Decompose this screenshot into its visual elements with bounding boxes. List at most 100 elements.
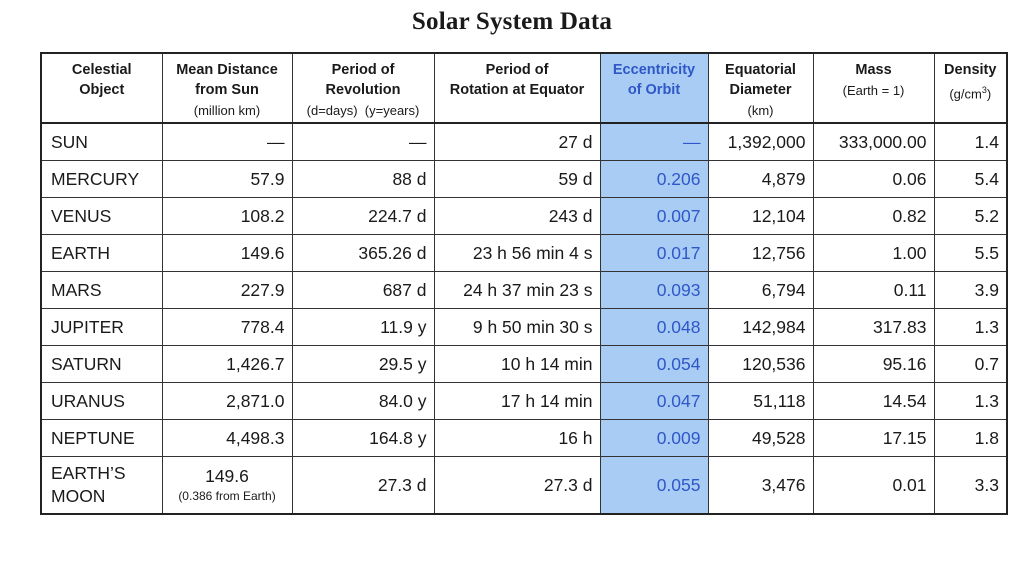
cell-mass: 317.83	[812, 308, 935, 346]
cell-diameter: 12,756	[707, 234, 814, 272]
cell-mass: 1.00	[812, 234, 935, 272]
cell-eccentricity: 0.007	[599, 197, 709, 235]
cell-name: URANUS	[40, 382, 163, 420]
cell-distance: 4,498.3	[161, 419, 293, 457]
header-row: Celestial Object Mean Distance from Sun …	[40, 52, 1008, 124]
cell-revolution: 365.26 d	[291, 234, 435, 272]
cell-diameter: 6,794	[707, 271, 814, 309]
cell-rotation: 16 h	[433, 419, 601, 457]
cell-distance: 108.2	[161, 197, 293, 235]
cell-revolution: 29.5 y	[291, 345, 435, 383]
cell-name: EARTH’S MOON	[40, 456, 163, 515]
header-celestial-object: Celestial Object	[40, 52, 163, 124]
cell-revolution: 687 d	[291, 271, 435, 309]
cell-name: NEPTUNE	[40, 419, 163, 457]
cell-density: 5.5	[933, 234, 1008, 272]
cell-eccentricity: 0.017	[599, 234, 709, 272]
cell-distance: —	[161, 122, 293, 161]
cell-mass: 0.01	[812, 456, 935, 515]
cell-revolution: 88 d	[291, 160, 435, 198]
cell-name: VENUS	[40, 197, 163, 235]
cell-density: 3.9	[933, 271, 1008, 309]
cell-name: MERCURY	[40, 160, 163, 198]
cell-eccentricity: 0.048	[599, 308, 709, 346]
header-period-of-rotation: Period of Rotation at Equator	[433, 52, 601, 124]
cell-rotation: 27 d	[433, 122, 601, 161]
cell-diameter: 49,528	[707, 419, 814, 457]
cell-diameter: 4,879	[707, 160, 814, 198]
table-row: VENUS 108.2 224.7 d 243 d 0.007 12,104 0.82 5.2	[40, 197, 1008, 235]
cell-eccentricity: 0.054	[599, 345, 709, 383]
cell-eccentricity: 0.047	[599, 382, 709, 420]
page-title: Solar System Data	[411, 8, 613, 35]
cell-name: JUPITER	[40, 308, 163, 346]
cell-rotation: 243 d	[433, 197, 601, 235]
cell-density: 0.7	[933, 345, 1008, 383]
header-mean-distance: Mean Distance from Sun (million km)	[161, 52, 293, 124]
cell-mass: 0.06	[812, 160, 935, 198]
cell-eccentricity: —	[599, 122, 709, 161]
cell-revolution: 27.3 d	[291, 456, 435, 515]
cell-mass: 95.16	[812, 345, 935, 383]
header-equatorial-diameter: Equatorial Diameter (km)	[707, 52, 814, 124]
table-row: SUN — —27 d —1,392,000 333,000.00 1.4	[40, 122, 1008, 161]
cell-density: 1.3	[933, 308, 1008, 346]
cell-density: 3.3	[933, 456, 1008, 515]
cell-distance: 778.4	[161, 308, 293, 346]
cell-rotation: 24 h 37 min 23 s	[433, 271, 601, 309]
cell-rotation: 9 h 50 min 30 s	[433, 308, 601, 346]
cell-density: 5.4	[933, 160, 1008, 198]
cell-distance: 2,871.0	[161, 382, 293, 420]
cell-revolution: —	[291, 122, 435, 161]
cell-distance: 1,426.7	[161, 345, 293, 383]
table-row-earths-moon: EARTH’S MOON 149.6 (0.386 from Earth) 27…	[40, 456, 1008, 515]
table-row: URANUS 2,871.0 84.0 y 17 h 14 min 0.047 51,11…	[40, 382, 1008, 420]
cell-diameter: 120,536	[707, 345, 814, 383]
cell-rotation: 17 h 14 min	[433, 382, 601, 420]
cell-distance: 149.6 (0.386 from Earth)	[161, 456, 293, 515]
cell-diameter: 3,476	[707, 456, 814, 515]
cell-rotation: 27.3 d	[433, 456, 601, 515]
cell-diameter: 12,104	[707, 197, 814, 235]
cell-eccentricity: 0.009	[599, 419, 709, 457]
cell-name: MARS	[40, 271, 163, 309]
cell-rotation: 23 h 56 min 4 s	[433, 234, 601, 272]
cell-mass: 0.11	[812, 271, 935, 309]
cell-diameter: 51,118	[707, 382, 814, 420]
cell-revolution: 84.0 y	[291, 382, 435, 420]
cell-eccentricity: 0.206	[599, 160, 709, 198]
cell-diameter: 1,392,000	[707, 122, 814, 161]
cell-eccentricity: 0.055	[599, 456, 709, 515]
cell-distance: 149.6	[161, 234, 293, 272]
cell-distance: 57.9	[161, 160, 293, 198]
cell-density: 1.4	[933, 122, 1008, 161]
cell-name: SUN	[40, 122, 163, 161]
cell-name: EARTH	[40, 234, 163, 272]
cell-density: 1.8	[933, 419, 1008, 457]
cell-revolution: 224.7 d	[291, 197, 435, 235]
header-eccentricity: Eccentricity of Orbit	[599, 52, 709, 124]
cell-mass: 0.82	[812, 197, 935, 235]
table-row: SATURN 1,426.7 29.5 y 10 h 14 min 0.054 120,5…	[40, 345, 1008, 383]
table-row: NEPTUNE 4,498.3 164.8 y 16 h 0.009 49,528 17.1…	[40, 419, 1008, 457]
cell-mass: 17.15	[812, 419, 935, 457]
cell-revolution: 11.9 y	[291, 308, 435, 346]
cell-density: 1.3	[933, 382, 1008, 420]
cell-eccentricity: 0.093	[599, 271, 709, 309]
header-mass: Mass (Earth = 1)	[812, 52, 935, 124]
header-density: Density (g/cm3)	[933, 52, 1008, 124]
table-row: EARTH 149.6 365.26 d 23 h 56 min 4 s 0.017 12…	[40, 234, 1008, 272]
cell-distance: 227.9	[161, 271, 293, 309]
cell-diameter: 142,984	[707, 308, 814, 346]
solar-system-table: Celestial Object Mean Distance from Sun …	[40, 52, 1008, 515]
cell-revolution: 164.8 y	[291, 419, 435, 457]
cell-mass: 333,000.00	[812, 122, 935, 161]
table-row: MERCURY 57.9 88 d 59 d 0.206 4,879 0.06 5.4	[40, 160, 1008, 198]
header-period-of-revolution: Period of Revolution (d=days) (y=years)	[291, 52, 435, 124]
cell-density: 5.2	[933, 197, 1008, 235]
table-row: MARS 227.9 687 d 24 h 37 min 23 s 0.093 6,794…	[40, 271, 1008, 309]
cell-name: SATURN	[40, 345, 163, 383]
cell-rotation: 59 d	[433, 160, 601, 198]
cell-rotation: 10 h 14 min	[433, 345, 601, 383]
